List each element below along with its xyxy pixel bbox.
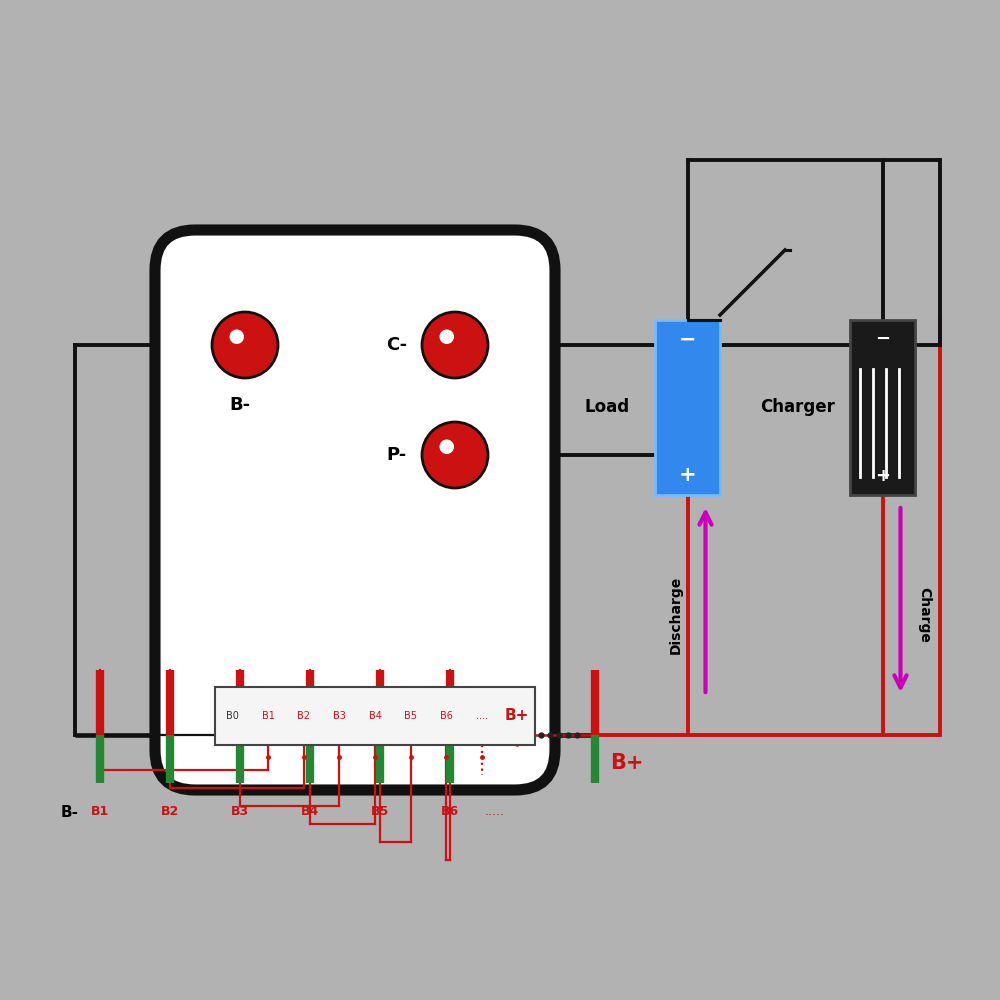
Text: B+: B+ xyxy=(505,708,529,723)
Text: B1: B1 xyxy=(91,805,109,818)
Text: +: + xyxy=(875,467,890,485)
Text: B6: B6 xyxy=(440,711,453,721)
Text: B6: B6 xyxy=(441,805,459,818)
Text: C-: C- xyxy=(386,336,407,354)
Text: P-: P- xyxy=(387,446,407,464)
Text: B2: B2 xyxy=(297,711,310,721)
Text: B5: B5 xyxy=(371,805,389,818)
Text: ....: .... xyxy=(476,711,488,721)
Circle shape xyxy=(439,439,454,454)
Text: B-: B- xyxy=(229,396,251,414)
Text: Discharge: Discharge xyxy=(668,576,682,654)
Circle shape xyxy=(212,312,278,378)
Text: −: − xyxy=(679,330,696,350)
Text: Charger: Charger xyxy=(760,398,835,416)
Circle shape xyxy=(229,329,244,344)
Circle shape xyxy=(422,422,488,488)
Text: B-: B- xyxy=(61,805,79,820)
Text: B5: B5 xyxy=(404,711,417,721)
Text: B3: B3 xyxy=(333,711,346,721)
Text: B2: B2 xyxy=(161,805,179,818)
Text: B0: B0 xyxy=(226,711,239,721)
Circle shape xyxy=(422,312,488,378)
FancyBboxPatch shape xyxy=(155,230,555,790)
Text: Charge: Charge xyxy=(918,587,932,643)
Text: B+: B+ xyxy=(610,753,644,773)
Bar xyxy=(655,320,720,495)
Circle shape xyxy=(439,329,454,344)
Text: −: − xyxy=(875,330,890,348)
Bar xyxy=(850,320,915,495)
Text: +: + xyxy=(679,465,696,485)
Text: B1: B1 xyxy=(262,711,275,721)
Text: Load: Load xyxy=(585,398,630,416)
Text: B4: B4 xyxy=(301,805,319,818)
Text: .....: ..... xyxy=(485,805,505,818)
Text: B4: B4 xyxy=(369,711,381,721)
Text: B3: B3 xyxy=(231,805,249,818)
Bar xyxy=(215,687,535,745)
